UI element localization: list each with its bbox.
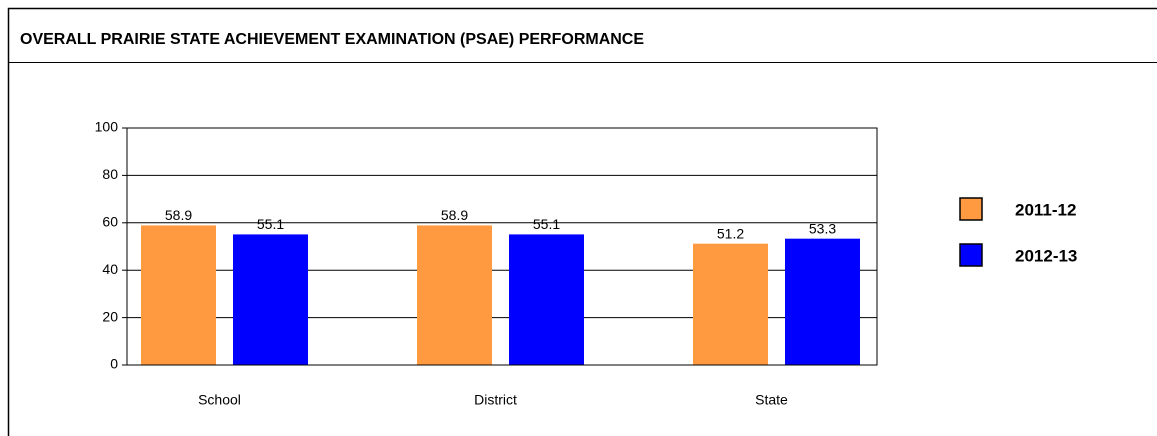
y-tick-label: 20: [102, 308, 118, 324]
value-label: 51.2: [717, 225, 744, 241]
legend-swatch: [959, 243, 983, 267]
legend-text: 2011-12: [1015, 200, 1076, 219]
bar: [785, 238, 860, 365]
y-tick-label: 40: [102, 261, 118, 277]
value-label: 58.9: [441, 207, 468, 223]
x-tick-label: School: [198, 392, 241, 408]
value-label: 55.1: [257, 216, 284, 232]
bar: [509, 234, 584, 365]
y-tick-label: 0: [110, 356, 118, 372]
bar: [141, 225, 216, 365]
value-label: 53.3: [809, 220, 836, 236]
y-tick-label: 100: [95, 119, 119, 135]
value-label: 58.9: [165, 207, 192, 223]
value-label: 55.1: [533, 216, 560, 232]
bar: [417, 225, 492, 365]
legend-swatch: [959, 197, 983, 221]
legend-text: 2012-13: [1015, 246, 1077, 265]
chart-title: OVERALL PRAIRIE STATE ACHIEVEMENT EXAMIN…: [20, 31, 644, 48]
x-tick-label: State: [755, 392, 788, 408]
y-tick-label: 60: [102, 214, 118, 230]
y-tick-label: 80: [102, 166, 118, 182]
bar: [233, 234, 308, 365]
x-tick-label: District: [474, 392, 517, 408]
bar: [693, 243, 768, 365]
